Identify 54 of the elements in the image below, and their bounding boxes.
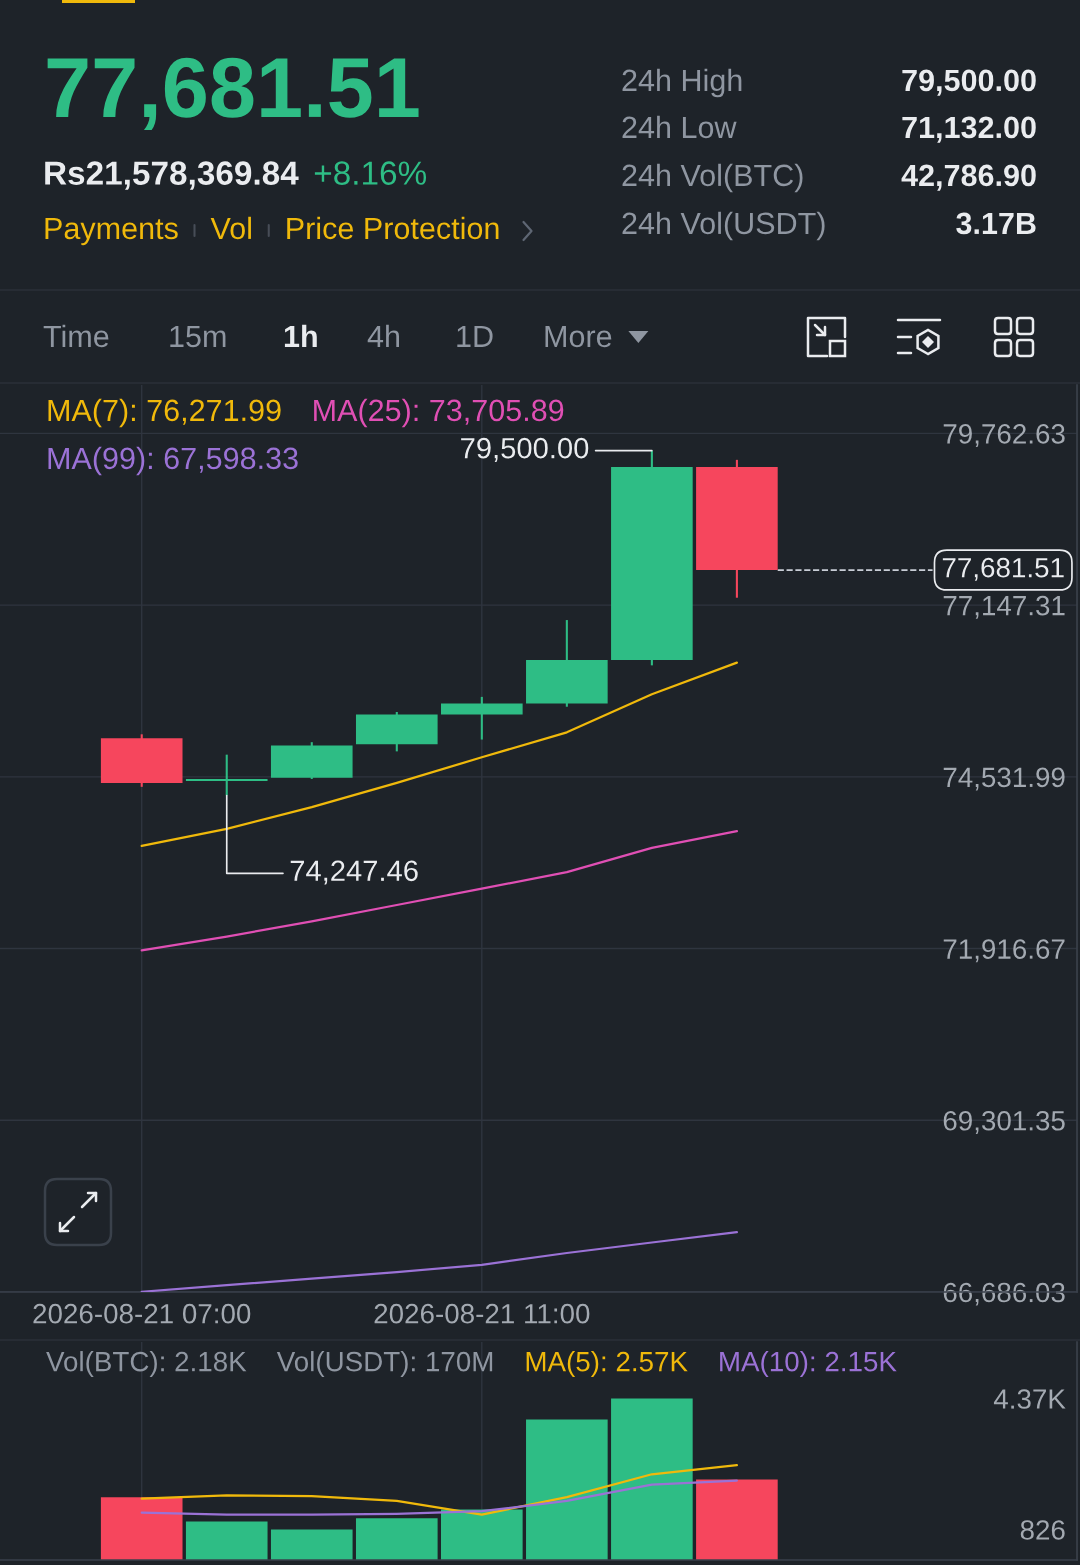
- text: Payments: [45, 217, 178, 246]
- candlestick: [185, 753, 268, 797]
- text: 1D: [457, 325, 493, 347]
- bar: [441, 1509, 523, 1560]
- y-tick-label: 74,531.99: [943, 767, 1065, 791]
- annotation: Vol(BTC): 2.18K: [46, 1351, 247, 1377]
- text: Price Protection: [287, 216, 499, 240]
- annotation: 74,247.46: [290, 860, 418, 885]
- text: 3.17B: [956, 212, 1036, 235]
- text: +8.16%: [314, 161, 427, 185]
- bar: [185, 1521, 268, 1560]
- text: 71,132.00: [902, 116, 1036, 143]
- text: MA(7): 76,271.99: [48, 398, 281, 428]
- bar: [100, 1497, 183, 1560]
- text: 24h Low: [622, 115, 737, 139]
- text: 15m: [170, 325, 226, 348]
- bar: [611, 1398, 693, 1560]
- y-tick-label: 79,762.63: [943, 424, 1065, 448]
- bar: [696, 1479, 778, 1560]
- text: Vol: [210, 216, 251, 240]
- x-tick-label: 2026-08-21 07:00: [33, 1303, 251, 1324]
- text: MA(99): 67,598.33: [48, 446, 298, 476]
- text: 1h: [284, 324, 317, 347]
- text: 42,786.90: [901, 164, 1036, 191]
- text: 24h High: [622, 68, 742, 98]
- line-series: [140, 1479, 738, 1516]
- line-series: [140, 1230, 738, 1292]
- text: Rs21,578,369.84: [45, 161, 299, 190]
- y-tick-label: 69,301.35: [943, 1110, 1065, 1134]
- text: 24h Vol(BTC): [622, 163, 803, 193]
- text: MA(10): 2.15K: [720, 1351, 897, 1377]
- text: MA(25): 73,705.89: [314, 398, 564, 428]
- text: 77,681.51: [47, 57, 419, 131]
- line-series: [140, 661, 738, 848]
- annotation: 79,500.00: [461, 437, 589, 462]
- y-tick-label: 4.37K: [993, 1389, 1066, 1409]
- annotation: Vol(USDT): 170M: [276, 1351, 493, 1377]
- y-tick-label: 77,147.31: [943, 595, 1065, 619]
- text: MA(5): 2.57K: [526, 1351, 688, 1377]
- y-tick-label: 66,686.03: [943, 1282, 1065, 1306]
- text: More: [545, 325, 612, 348]
- text: 24h Vol(USDT): [622, 211, 825, 241]
- line-series: [140, 829, 738, 952]
- ref-line-label: 77,681.51: [942, 557, 1064, 581]
- text: Time: [43, 324, 109, 348]
- x-tick-label: 2026-08-21 11:00: [374, 1303, 590, 1324]
- y-tick-label: 826: [1020, 1520, 1065, 1540]
- text: 79,500.00: [902, 69, 1036, 96]
- bar: [526, 1419, 608, 1560]
- y-tick-label: 71,916.67: [943, 939, 1065, 963]
- bar: [355, 1518, 438, 1560]
- line-series: [140, 1463, 738, 1516]
- bar: [270, 1529, 353, 1560]
- text: 4h: [367, 324, 399, 347]
